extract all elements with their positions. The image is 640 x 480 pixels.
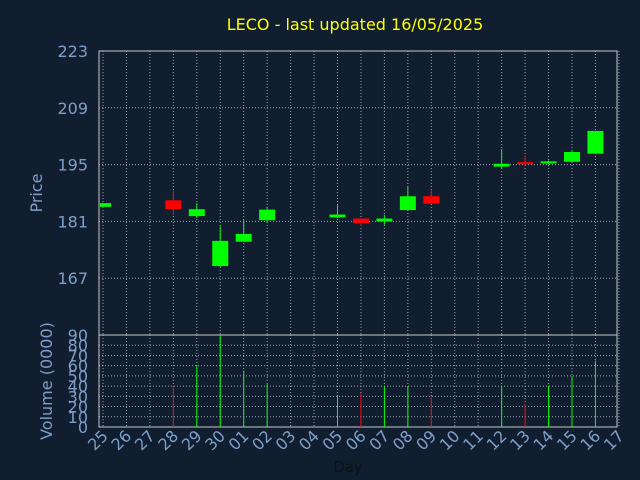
candle-body [352, 218, 369, 224]
price-tick-labels: 223 209 195 181 167 [57, 42, 88, 288]
volume-tick-label: 40 [68, 377, 88, 396]
volume-tick-label: 30 [68, 387, 88, 406]
volume-tick-label: 60 [68, 357, 88, 376]
volume-tick-label: 0 [78, 418, 88, 437]
price-tick-label: 167 [57, 269, 88, 288]
candle-body [165, 200, 182, 210]
candle-body [259, 209, 276, 221]
candle-body [564, 152, 580, 162]
x-axis-label: Day [333, 458, 363, 476]
candle-body [235, 233, 252, 242]
price-tick-label: 195 [57, 156, 88, 175]
candle-body [540, 161, 557, 164]
volume-tick-label: 20 [68, 398, 88, 417]
volume-tick-label: 50 [68, 367, 88, 386]
volume-bars [172, 335, 596, 427]
price-grid [99, 50, 620, 335]
candles [100, 130, 604, 267]
price-panel-frame [98, 50, 618, 336]
candle-body [587, 130, 604, 154]
volume-tick-label: 80 [68, 336, 88, 355]
price-tick-label: 209 [57, 99, 88, 118]
candle-body [188, 209, 205, 217]
candle-body [517, 162, 534, 165]
candle-body [423, 196, 440, 204]
volume-grid [99, 334, 620, 428]
price-tick-label: 181 [57, 212, 88, 231]
volume-tick-label: 10 [68, 408, 88, 427]
candle-body [399, 196, 416, 211]
candle-body [100, 203, 111, 207]
chart-title: LECO - last updated 16/05/2025 [227, 15, 484, 34]
price-axis-label: Price [27, 173, 46, 212]
price-tick-label: 223 [57, 42, 88, 61]
candle-body [376, 218, 393, 222]
candle-body [493, 163, 510, 167]
volume-axis-label: Volume (0000) [37, 322, 56, 440]
volume-tick-label: 90 [68, 326, 88, 345]
day-tick-label: 17 [600, 426, 628, 454]
candle-body [212, 240, 229, 267]
volume-panel-frame [98, 334, 618, 428]
candle-body [329, 214, 346, 218]
day-tick-labels: 2526272829300102030405060708091011121314… [84, 426, 628, 454]
volume-tick-label: 70 [68, 346, 88, 365]
